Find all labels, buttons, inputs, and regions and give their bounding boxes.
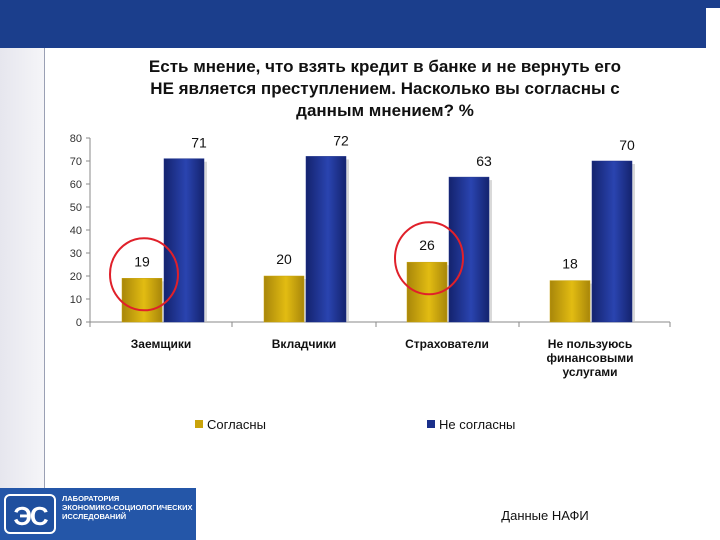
bar-agree-1 — [263, 275, 305, 323]
left-divider — [44, 48, 45, 488]
category-label-3-2: услугами — [562, 365, 617, 379]
y-tick-label-70: 70 — [70, 156, 82, 168]
bar-disagree-0 — [163, 158, 205, 323]
y-tick-label-80: 80 — [70, 133, 82, 145]
left-decoration — [0, 48, 44, 488]
logo-mark: ЭС — [4, 494, 56, 534]
data-label-agree-3: 18 — [562, 256, 578, 272]
data-label-disagree-2: 63 — [476, 153, 492, 169]
legend-label-0: Согласны — [207, 417, 266, 432]
bar-disagree-1 — [305, 156, 347, 323]
category-label-3-0: Не пользуюсь — [548, 337, 632, 351]
logo-line-3: ИССЛЕДОВАНИЙ — [62, 512, 127, 521]
bar-agree-0 — [121, 278, 163, 323]
category-label-1-0: Вкладчики — [272, 337, 336, 351]
highlight-circle-2 — [394, 221, 464, 296]
legend-label-1: Не согласны — [439, 417, 515, 432]
data-label-agree-1: 20 — [276, 251, 292, 267]
data-label-agree-0: 19 — [134, 253, 150, 269]
category-label-2-0: Страхователи — [405, 337, 489, 351]
bar-agree-3 — [549, 280, 591, 323]
y-tick-label-0: 0 — [76, 317, 82, 329]
chart-title-line-1: Есть мнение, что взять кредит в банке и … — [148, 57, 622, 76]
y-tick-label-10: 10 — [70, 294, 82, 306]
logo-text: ЛАБОРАТОРИЯ ЭКОНОМИКО-СОЦИОЛОГИЧЕСКИХ ИС… — [62, 494, 194, 521]
y-tick-label-50: 50 — [70, 202, 82, 214]
category-label-0-0: Заемщики — [131, 337, 191, 351]
header-frame — [706, 8, 720, 48]
highlight-circle-0 — [109, 237, 179, 312]
category-label-3-1: финансовыми — [547, 351, 634, 365]
data-label-agree-2: 26 — [419, 237, 435, 253]
y-tick-label-30: 30 — [70, 248, 82, 260]
data-source: Данные НАФИ — [501, 508, 589, 523]
chart-title-line-2: НЕ является преступлением. Насколько вы … — [150, 79, 620, 98]
bar-disagree-2 — [448, 176, 490, 323]
y-tick-label-40: 40 — [70, 225, 82, 237]
header-bar — [0, 0, 720, 48]
logo-line-2: ЭКОНОМИКО-СОЦИОЛОГИЧЕСКИХ — [62, 503, 193, 512]
legend-swatch-0 — [195, 420, 203, 428]
y-tick-label-20: 20 — [70, 271, 82, 283]
bar-disagree-3 — [591, 160, 633, 323]
y-tick-label-60: 60 — [70, 179, 82, 191]
logo-line-1: ЛАБОРАТОРИЯ — [62, 494, 120, 503]
data-label-disagree-0: 71 — [191, 135, 207, 151]
chart-title-line-3: данным мнением? % — [296, 101, 474, 120]
data-label-disagree-1: 72 — [333, 132, 349, 148]
chart-title: Есть мнение, что взять кредит в банке и … — [90, 56, 680, 122]
data-label-disagree-3: 70 — [619, 137, 635, 153]
legend-swatch-1 — [427, 420, 435, 428]
